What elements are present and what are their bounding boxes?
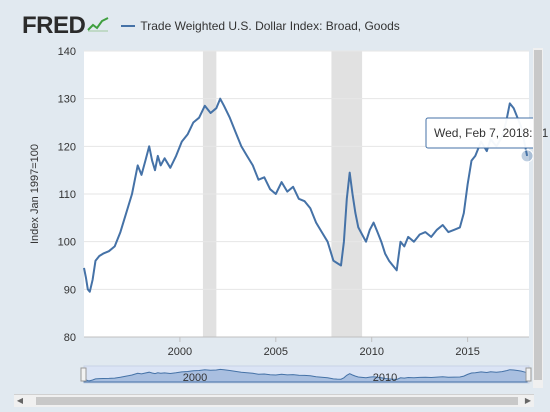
y-tick-90: 90 bbox=[64, 284, 76, 296]
horizontal-scrollbar-thumb[interactable] bbox=[36, 397, 518, 405]
scroll-right-arrow-icon[interactable]: ▶ bbox=[524, 396, 532, 405]
fred-logo[interactable]: FRED bbox=[22, 12, 86, 39]
x-tick-labels: 2000 2005 2010 2015 bbox=[168, 337, 480, 358]
x-tick-2010: 2010 bbox=[359, 346, 383, 358]
scroll-left-arrow-icon[interactable]: ◀ bbox=[16, 396, 24, 405]
y-tick-140: 140 bbox=[58, 46, 76, 58]
legend-swatch bbox=[121, 25, 136, 27]
x-tick-2000: 2000 bbox=[168, 346, 192, 358]
legend: Trade Weighted U.S. Dollar Index: Broad,… bbox=[121, 19, 400, 33]
y-tick-labels: 80 90 100 110 120 130 140 bbox=[58, 46, 76, 344]
legend-label: Trade Weighted U.S. Dollar Index: Broad,… bbox=[140, 19, 400, 33]
y-tick-130: 130 bbox=[58, 94, 76, 106]
tooltip: Wed, Feb 7, 2018: 11 bbox=[425, 117, 549, 149]
horizontal-scrollbar[interactable]: ◀ ▶ bbox=[14, 394, 534, 407]
x-tick-2015: 2015 bbox=[455, 346, 479, 358]
y-tick-80: 80 bbox=[64, 332, 76, 344]
y-tick-100: 100 bbox=[58, 237, 76, 249]
hover-point bbox=[520, 149, 534, 163]
y-tick-120: 120 bbox=[58, 141, 76, 153]
navigator[interactable]: 2000 2010 bbox=[80, 365, 532, 384]
navigator-handle-right[interactable] bbox=[525, 367, 532, 382]
navigator-label-2010: 2010 bbox=[373, 372, 397, 384]
navigator-label-2000: 2000 bbox=[183, 372, 207, 384]
y-axis-label: Index Jan 1997=100 bbox=[29, 144, 41, 244]
navigator-handle-left[interactable] bbox=[80, 367, 87, 382]
tooltip-text: Wed, Feb 7, 2018: 11 bbox=[434, 126, 549, 140]
y-tick-110: 110 bbox=[58, 189, 76, 201]
series-line[interactable] bbox=[83, 97, 529, 293]
navigator-series bbox=[83, 368, 528, 383]
vertical-scrollbar-thumb[interactable] bbox=[534, 50, 542, 380]
vertical-scrollbar[interactable] bbox=[533, 48, 543, 388]
x-tick-2005: 2005 bbox=[264, 346, 288, 358]
fred-logo-graph-icon bbox=[87, 17, 109, 32]
chart-header: FRED Trade Weighted U.S. Dollar Index: B… bbox=[22, 12, 400, 40]
gridlines bbox=[84, 50, 529, 338]
